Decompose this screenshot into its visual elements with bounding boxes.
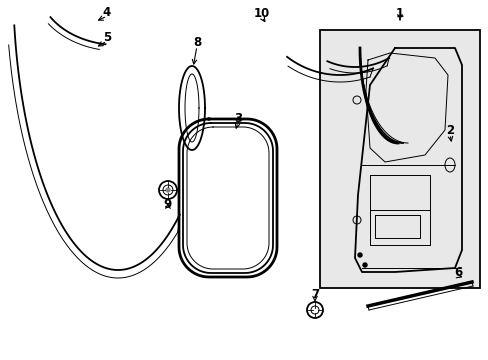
Circle shape	[165, 188, 170, 192]
Text: 2: 2	[445, 123, 453, 136]
Circle shape	[357, 253, 361, 257]
Text: 1: 1	[395, 6, 403, 19]
Circle shape	[362, 263, 366, 267]
Text: 9: 9	[163, 198, 172, 211]
Text: 10: 10	[253, 6, 269, 19]
Text: 7: 7	[310, 288, 318, 302]
Text: 8: 8	[192, 36, 201, 49]
Text: 4: 4	[102, 5, 111, 18]
Bar	[319, 30, 479, 288]
Text: 3: 3	[233, 112, 242, 125]
Text: 6: 6	[453, 266, 461, 279]
Text: 5: 5	[102, 31, 111, 44]
